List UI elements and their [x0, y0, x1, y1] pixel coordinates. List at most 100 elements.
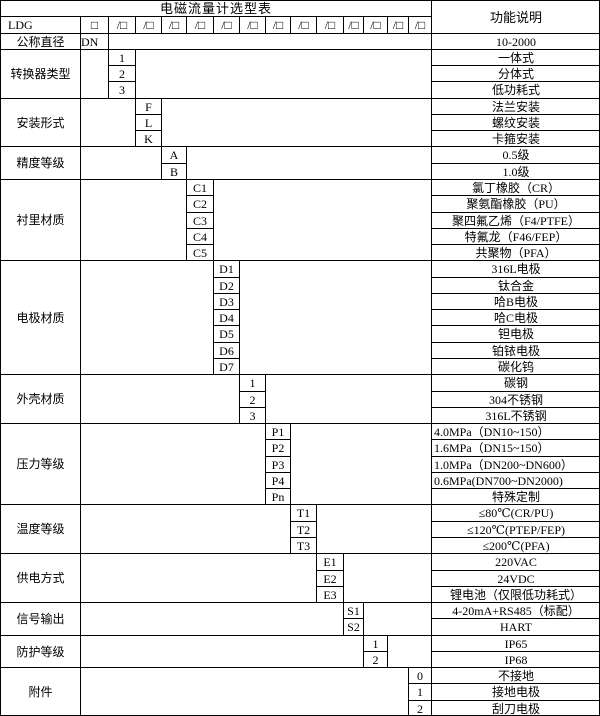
spacer-cell [80, 423, 265, 504]
option-description: 聚四氟乙烯（F4/PTFE） [431, 212, 599, 228]
option-code: E3 [316, 586, 343, 602]
option-description: 钛合金 [431, 277, 599, 293]
option-description: 10-2000 [431, 33, 599, 49]
spacer-cell [387, 635, 431, 667]
option-description: 卡箍安装 [431, 130, 599, 146]
option-code: 1 [108, 49, 135, 65]
option-code: C1 [186, 179, 213, 195]
option-code: S1 [343, 602, 363, 618]
option-code: 1 [408, 683, 431, 700]
option-code: A [161, 146, 186, 163]
option-description: 铂铱电极 [431, 342, 599, 358]
option-description: 特殊定制 [431, 488, 599, 504]
option-description: 刮刀电极 [431, 700, 599, 715]
option-code: L [135, 114, 161, 130]
option-code: 2 [363, 651, 387, 667]
spacer-cell [80, 602, 343, 635]
spacer-cell [80, 146, 161, 179]
option-description: IP68 [431, 651, 599, 667]
option-code: T2 [290, 521, 316, 537]
option-code: D3 [213, 293, 239, 309]
option-code: D2 [213, 277, 239, 293]
spacer-cell [80, 667, 408, 715]
option-description: 0.5级 [431, 146, 599, 163]
category-label: 防护等级 [0, 635, 80, 667]
option-code: C3 [186, 212, 213, 228]
option-description: 法兰安装 [431, 98, 599, 114]
model-slot-box-11: /□ [363, 16, 387, 33]
option-description: 锂电池（仅限低功耗式） [431, 586, 599, 602]
option-code: 0 [408, 667, 431, 683]
spacer-cell [239, 260, 431, 374]
spacer-cell [80, 49, 108, 98]
option-description: ≤80℃(CR/PU) [431, 504, 599, 521]
spacer-cell [161, 98, 431, 146]
spacer-cell [108, 33, 431, 49]
spacer-cell [213, 179, 431, 260]
option-description: 螺纹安装 [431, 114, 599, 130]
option-code: C4 [186, 228, 213, 244]
option-description: ≤200℃(PFA) [431, 537, 599, 553]
option-description: 分体式 [431, 65, 599, 81]
option-description: 4-20mA+RS485（标配） [431, 602, 599, 618]
model-code-box: □ [80, 16, 108, 33]
option-code: D7 [213, 358, 239, 374]
spacer-cell [80, 179, 186, 260]
option-code: C2 [186, 195, 213, 212]
option-description: IP65 [431, 635, 599, 651]
category-label: 电极材质 [0, 260, 80, 374]
model-code-label: LDG [0, 16, 80, 33]
option-description: 不接地 [431, 667, 599, 683]
option-description: 碳钢 [431, 374, 599, 391]
option-description: 哈C电极 [431, 309, 599, 325]
option-description: 220VAC [431, 553, 599, 570]
option-description: 1.0MPa（DN200~DN600） [431, 456, 599, 472]
category-label: 温度等级 [0, 504, 80, 553]
category-label: 信号输出 [0, 602, 80, 635]
option-description: 聚氨酯橡胶（PU） [431, 195, 599, 212]
category-label: 衬里材质 [0, 179, 80, 260]
option-code: 3 [239, 407, 265, 423]
spacer-cell [80, 635, 363, 667]
option-code: E1 [316, 553, 343, 570]
category-label: 外壳材质 [0, 374, 80, 423]
category-label: 精度等级 [0, 146, 80, 179]
option-code: D1 [213, 260, 239, 277]
spacer-cell [135, 49, 431, 98]
option-description: 钽电极 [431, 325, 599, 342]
option-description: 一体式 [431, 49, 599, 65]
spacer-cell [290, 423, 431, 504]
spacer-cell [265, 374, 431, 423]
option-code: K [135, 130, 161, 146]
spacer-cell [80, 98, 135, 146]
option-description: 1.6MPa（DN15~150） [431, 439, 599, 456]
option-description: 4.0MPa（DN10~150） [431, 423, 599, 439]
option-description: 共聚物（PFA） [431, 244, 599, 260]
model-slot-box-9: /□ [316, 16, 343, 33]
option-code: S2 [343, 618, 363, 635]
category-label: 安装形式 [0, 98, 80, 146]
model-slot-box-1: /□ [108, 16, 135, 33]
option-description: 24VDC [431, 570, 599, 586]
option-description: HART [431, 618, 599, 635]
model-slot-box-8: /□ [290, 16, 316, 33]
category-label: 转换器类型 [0, 49, 80, 98]
option-description: 接地电极 [431, 683, 599, 700]
option-code: Pn [265, 488, 290, 504]
model-slot-box-6: /□ [239, 16, 265, 33]
option-description: 304不锈钢 [431, 391, 599, 407]
category-label: 压力等级 [0, 423, 80, 504]
model-slot-box-4: /□ [186, 16, 213, 33]
table-title: 电磁流量计选型表 [0, 0, 431, 16]
category-label: 附件 [0, 667, 80, 715]
spacer-cell [363, 602, 431, 635]
function-column-header: 功能说明 [431, 0, 599, 33]
model-slot-box-3: /□ [161, 16, 186, 33]
option-code: T1 [290, 504, 316, 521]
option-code: 2 [408, 700, 431, 715]
option-code: 2 [239, 391, 265, 407]
option-description: 哈B电极 [431, 293, 599, 309]
model-slot-box-10: /□ [343, 16, 363, 33]
option-code: T3 [290, 537, 316, 553]
